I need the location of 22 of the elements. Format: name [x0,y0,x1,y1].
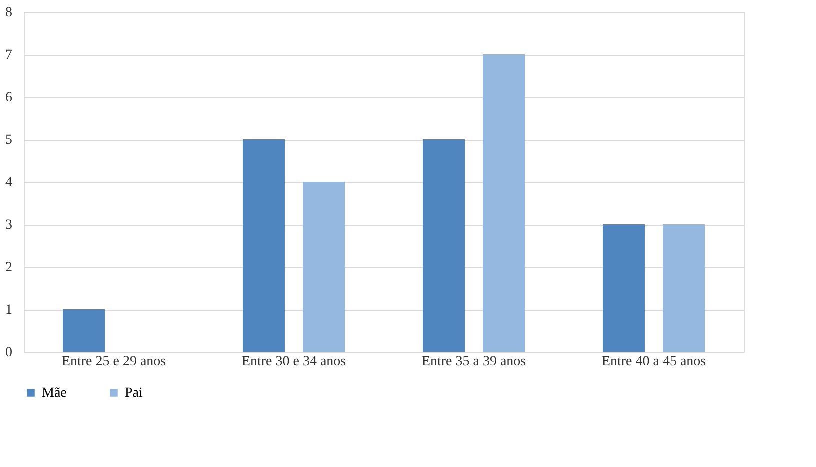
bar [63,310,105,352]
y-tick-label: 2 [6,260,12,276]
x-tick-label: Entre 25 e 29 anos [62,354,166,370]
y-tick-label: 1 [6,303,12,318]
bar [483,54,525,352]
legend-label: Pai [125,386,143,401]
y-tick-label: 6 [6,90,12,106]
bar [663,224,705,352]
y-tick-label: 8 [6,6,12,20]
y-tick-label: 0 [6,346,12,360]
x-tick-label: Entre 30 e 34 anos [242,354,346,370]
legend-label: Mãe [42,386,67,401]
x-tick-label: Entre 35 a 39 anos [422,354,526,370]
bar [423,140,465,352]
bar [243,140,285,352]
x-tick-label: Entre 40 a 45 anos [602,354,706,370]
y-tick-label: 3 [6,218,12,233]
y-tick-label: 7 [6,48,12,63]
y-tick-label: 4 [6,176,12,190]
bar [603,224,645,352]
bar [303,182,345,352]
y-tick-label: 5 [6,133,12,148]
